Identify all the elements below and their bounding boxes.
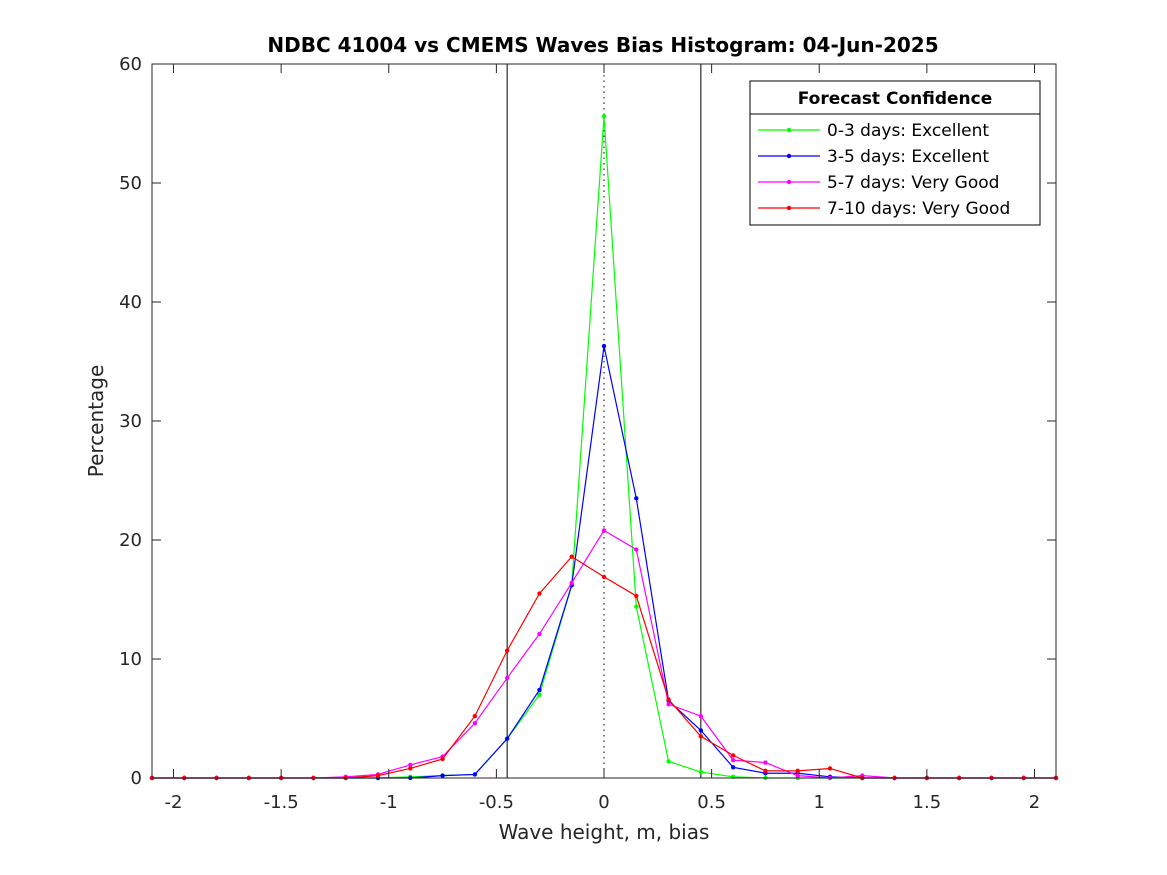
- x-axis-label: Wave height, m, bias: [499, 820, 710, 844]
- legend-entry-1: 0-3 days: Excellent: [758, 121, 989, 141]
- series-4-point: [537, 591, 542, 596]
- series-4-point: [472, 713, 478, 719]
- series-3-point: [537, 631, 542, 637]
- series-4-point: [666, 697, 671, 702]
- y-tick-label: 30: [119, 411, 142, 432]
- x-tick-label: 0: [598, 792, 609, 813]
- series-4-point: [827, 766, 833, 771]
- series-4-point: [763, 768, 768, 774]
- series-1-point: [666, 759, 671, 764]
- x-tick-label: 0.5: [697, 792, 726, 813]
- series-2-point: [537, 687, 542, 693]
- series-3-point: [472, 721, 478, 726]
- series-3-point: [666, 702, 671, 707]
- series-4-point: [408, 766, 413, 771]
- legend-entry-3: 5-7 days: Very Good: [758, 173, 999, 193]
- series-4-point: [601, 574, 607, 580]
- series-3-point: [504, 675, 510, 681]
- series-4-point: [569, 554, 574, 559]
- series-3-point: [634, 547, 639, 552]
- legend-label: 7-10 days: Very Good: [827, 199, 1010, 219]
- legend-label: 3-5 days: Excellent: [827, 147, 989, 167]
- legend: Forecast Confidence 0-3 days: Excellent 3…: [749, 80, 1041, 226]
- series-4-point: [698, 734, 704, 739]
- series-3-point: [763, 760, 768, 765]
- series-1-point: [601, 114, 607, 119]
- legend-swatch-marker: [786, 127, 792, 133]
- series-3-point: [569, 580, 574, 586]
- series-3-point: [601, 528, 607, 533]
- x-tick-label: 2: [1029, 792, 1040, 813]
- series-2-point: [730, 765, 736, 770]
- x-tick-label: -0.5: [479, 792, 514, 813]
- legend-swatch-marker: [786, 179, 792, 185]
- legend-label: 0-3 days: Excellent: [827, 121, 989, 141]
- y-tick-label: 40: [119, 292, 142, 313]
- series-2-point: [601, 343, 607, 349]
- x-tick-label: -1.5: [264, 792, 299, 813]
- legend-entries: 0-3 days: Excellent 3-5 days: Excellent 5-…: [758, 121, 1010, 219]
- legend-entry-4: 7-10 days: Very Good: [758, 199, 1010, 219]
- x-axis: -2 -1.5 -1 -0.5 0 0.5 1 1.5 2: [165, 64, 1040, 813]
- y-tick-label: 20: [119, 530, 142, 551]
- series-4-point: [440, 756, 445, 762]
- series-4-point: [375, 773, 381, 778]
- x-tick-label: -1: [380, 792, 398, 813]
- y-axis: 0 10 20 30 40 50 60: [119, 54, 1056, 789]
- series-4-point: [634, 593, 639, 599]
- x-tick-label: 1.5: [913, 792, 942, 813]
- legend-box: [749, 80, 1041, 226]
- series-3-point: [795, 773, 800, 778]
- series-1-point: [634, 604, 639, 609]
- series-1-point: [698, 769, 704, 775]
- series-4-point: [504, 648, 510, 653]
- series-2-point: [472, 772, 478, 777]
- x-tick-label: 1: [814, 792, 825, 813]
- y-tick-label: 0: [131, 768, 142, 789]
- y-axis-label: Percentage: [84, 365, 108, 478]
- series-1-point: [537, 692, 542, 697]
- legend-swatch-marker: [786, 153, 792, 159]
- reference-lines: [506, 64, 702, 778]
- legend-swatch-marker: [786, 205, 792, 211]
- legend-label: 5-7 days: Very Good: [827, 173, 999, 193]
- series-3-point: [730, 757, 736, 763]
- series-2-point: [634, 496, 639, 501]
- y-tick-label: 50: [119, 173, 142, 194]
- series-2-point: [504, 736, 510, 741]
- y-tick-label: 60: [119, 54, 142, 75]
- legend-entry-2: 3-5 days: Excellent: [758, 147, 989, 167]
- series-3-point: [698, 713, 704, 719]
- series-2-point: [698, 728, 704, 733]
- chart-title: NDBC 41004 vs CMEMS Waves Bias Histogram…: [267, 33, 938, 57]
- x-tick-label: -2: [165, 792, 183, 813]
- y-tick-label: 10: [119, 649, 142, 670]
- series-4-point: [795, 768, 800, 774]
- series-3-point: [408, 762, 413, 768]
- series-2-point: [440, 773, 445, 778]
- legend-title: Forecast Confidence: [798, 89, 993, 109]
- series-4-point: [730, 753, 736, 758]
